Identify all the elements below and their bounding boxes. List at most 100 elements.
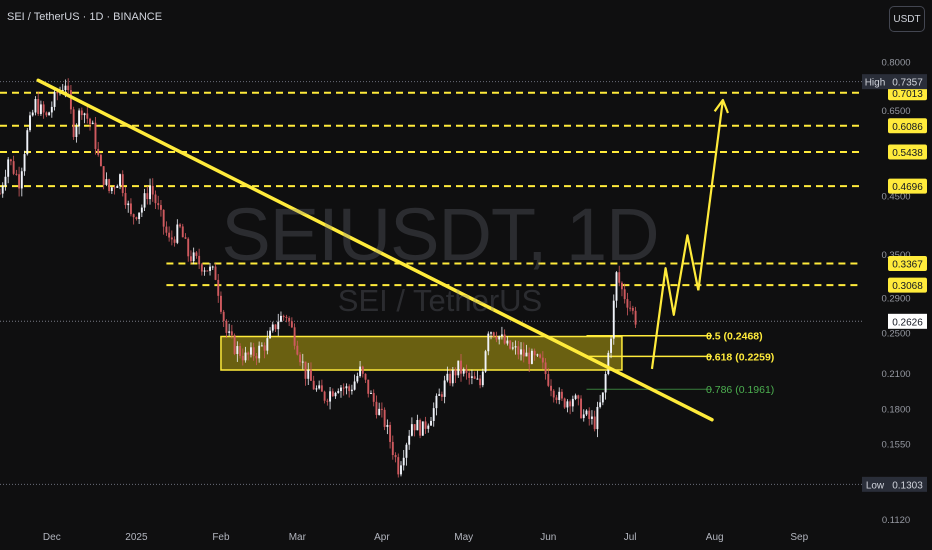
candle-body [487, 333, 490, 352]
candle-body [462, 369, 465, 374]
candle-body [214, 266, 217, 280]
candle-body [386, 424, 389, 427]
candle-body [173, 239, 176, 243]
candle-body [97, 148, 100, 155]
candle-body [269, 330, 272, 339]
candle-body [380, 408, 383, 410]
candle-body [558, 391, 561, 401]
candle-body [50, 106, 53, 113]
low-tag-label: Low [866, 480, 885, 491]
candle-body [580, 398, 582, 419]
candle-body [555, 397, 558, 401]
candle-body [364, 373, 367, 380]
candle-body [280, 315, 282, 322]
candle-body [162, 209, 165, 227]
candle-body [620, 282, 623, 290]
candle-body [440, 394, 443, 397]
drawings-layer [36, 78, 729, 422]
price-level-tag-label: 0.3367 [892, 259, 923, 270]
candle-body [626, 299, 629, 308]
candle-body [631, 307, 634, 311]
candle-body [588, 410, 591, 419]
candle-body [378, 408, 381, 415]
candle-body [12, 161, 15, 174]
support-zone [220, 335, 623, 371]
currency-button[interactable]: USDT [889, 6, 925, 32]
candle-body [528, 352, 531, 364]
candle-body [552, 390, 555, 398]
candle-body [430, 420, 432, 426]
x-tick-label: Feb [212, 532, 230, 543]
candle-body [590, 416, 593, 419]
candle-body [356, 376, 359, 382]
candle-body [170, 237, 173, 240]
candle-body [391, 441, 394, 456]
candle-body [266, 338, 269, 351]
candle-body [312, 380, 315, 390]
candle-body [517, 346, 520, 355]
low-value-tag [888, 476, 927, 492]
candle-body [288, 317, 291, 322]
candle-body [618, 272, 621, 283]
candle-body [159, 205, 162, 210]
y-tick-label: 0.4500 [881, 192, 910, 203]
candles-layer [0, 78, 637, 478]
candle-body [331, 391, 334, 397]
watermark-symbol: SEIUSDT, 1D [221, 193, 659, 276]
projection-arrow-head-icon [713, 98, 729, 114]
candle-body [252, 347, 255, 357]
candle-body [282, 315, 285, 317]
candle-body [15, 173, 18, 175]
candle-body [503, 334, 506, 344]
candle-body [75, 126, 78, 137]
candle-body [304, 361, 307, 379]
current-price-tag [888, 313, 927, 329]
candle-body [498, 336, 501, 340]
candle-body [151, 185, 154, 195]
candle-body [86, 113, 89, 119]
candle-body [34, 99, 37, 113]
candle-body [110, 187, 113, 192]
price-level-tag [888, 144, 927, 160]
high-tag-label: High [865, 78, 886, 89]
candle-body [476, 378, 479, 380]
candle-body [337, 391, 340, 393]
candle-body [31, 112, 34, 116]
candle-body [402, 457, 405, 466]
y-tick-label: 0.2900 [881, 294, 910, 305]
candle-body [345, 386, 348, 389]
candle-body [165, 226, 168, 233]
candle-body [408, 435, 411, 445]
candle-body [585, 410, 588, 415]
x-tick-label: Aug [706, 532, 724, 543]
candle-body [443, 380, 446, 397]
price-level-tag-label: 0.6086 [892, 122, 923, 133]
candle-body [389, 424, 392, 442]
candle-body [42, 104, 45, 113]
y-tick-label: 0.8000 [881, 58, 910, 69]
candle-body [533, 350, 536, 356]
candle-body [296, 345, 299, 355]
candle-body [424, 421, 427, 429]
candle-body [438, 394, 441, 396]
x-tick-label: Dec [43, 532, 61, 543]
candle-body [350, 389, 353, 392]
price-level-tag [888, 118, 927, 134]
candle-body [318, 385, 321, 389]
candle-body [530, 350, 533, 364]
candle-body [105, 179, 108, 185]
candle-body [263, 345, 266, 351]
candle-body [157, 203, 160, 206]
candle-body [563, 398, 566, 408]
labels-layer: 0.5 (0.2468) 0.618 (0.2259) 0.786 (0.1961)… [706, 74, 927, 492]
candle-body [209, 266, 211, 271]
y-tick-label: 0.3500 [881, 250, 910, 261]
descending-trendline [36, 78, 714, 422]
candle-body [80, 110, 83, 116]
high-tag [862, 74, 888, 90]
candle-body [29, 115, 31, 131]
candle-body [607, 352, 610, 375]
candle-body [329, 391, 332, 402]
candle-body [367, 379, 370, 394]
